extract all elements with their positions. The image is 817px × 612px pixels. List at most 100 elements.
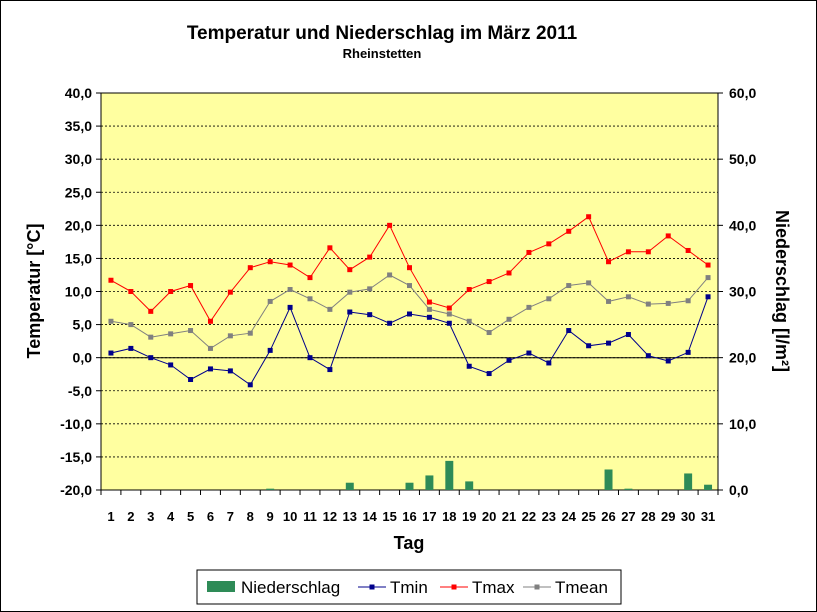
legend-marker-tmean bbox=[534, 584, 540, 590]
x-tick-label: 2 bbox=[127, 509, 134, 524]
legend-marker-tmax bbox=[451, 584, 457, 590]
tmean-point bbox=[446, 311, 452, 317]
y2-tick-label: 0,0 bbox=[729, 482, 749, 498]
tmean-point bbox=[606, 298, 612, 304]
tmax-point bbox=[407, 265, 412, 271]
x-tick-label: 24 bbox=[561, 509, 576, 524]
y-tick-label: 40,0 bbox=[65, 85, 92, 101]
legend: Niederschlag Tmin Tmax Tmean bbox=[207, 578, 608, 597]
tmean-point bbox=[486, 330, 492, 336]
tmax-point bbox=[227, 289, 233, 295]
tmax-point bbox=[446, 305, 452, 311]
tmean-point bbox=[327, 306, 333, 312]
precip-bar bbox=[425, 475, 434, 490]
tmax-point bbox=[486, 279, 492, 285]
tmax-point bbox=[287, 262, 293, 268]
tmax-point bbox=[506, 270, 512, 276]
y-tick-label: 5,0 bbox=[73, 317, 93, 333]
precip-bar bbox=[345, 482, 354, 490]
tmax-point bbox=[606, 259, 612, 265]
x-axis-label: Tag bbox=[394, 533, 425, 553]
tmean-point bbox=[128, 322, 134, 328]
precipitation-bars bbox=[266, 460, 713, 490]
tmax-point bbox=[466, 287, 472, 293]
x-tick-label: 23 bbox=[542, 509, 556, 524]
precip-bar bbox=[684, 473, 693, 490]
tmax-point bbox=[347, 267, 353, 273]
tmean-point bbox=[287, 287, 293, 293]
tmean-point bbox=[586, 280, 592, 286]
legend-label-tmean: Tmean bbox=[555, 578, 608, 597]
tmean-point bbox=[387, 272, 393, 278]
y-tick-label: -5,0 bbox=[68, 383, 92, 399]
x-tick-label: 29 bbox=[661, 509, 675, 524]
tmin-point bbox=[128, 345, 134, 351]
tmax-point bbox=[267, 259, 273, 265]
tmin-point bbox=[466, 363, 472, 369]
x-tick-label: 28 bbox=[641, 509, 655, 524]
tmin-point bbox=[367, 312, 373, 318]
tmin-point bbox=[665, 358, 671, 364]
y2-tick-label: 40,0 bbox=[729, 217, 756, 233]
right-axis-ticks: 0,0 10,0 20,0 30,0 40,0 50,0 60,0 bbox=[718, 85, 756, 498]
tmean-point bbox=[426, 306, 432, 312]
x-tick-label: 3 bbox=[147, 509, 154, 524]
x-tick-label: 13 bbox=[343, 509, 357, 524]
x-tick-label: 16 bbox=[402, 509, 416, 524]
x-tick-label: 9 bbox=[267, 509, 274, 524]
tmax-point bbox=[247, 265, 253, 271]
tmax-point bbox=[566, 228, 572, 234]
tmean-point bbox=[347, 289, 353, 295]
x-tick-label: 15 bbox=[382, 509, 396, 524]
y-tick-label: 0,0 bbox=[73, 350, 93, 366]
tmin-point bbox=[446, 320, 452, 326]
x-tick-label: 18 bbox=[442, 509, 456, 524]
tmean-point bbox=[207, 345, 213, 351]
tmax-point bbox=[108, 277, 114, 283]
precip-bar bbox=[704, 484, 713, 490]
x-tick-label: 31 bbox=[701, 509, 715, 524]
legend-swatch-niederschlag bbox=[207, 581, 235, 592]
y-tick-label: 30,0 bbox=[65, 151, 92, 167]
tmin-point bbox=[287, 304, 293, 310]
x-tick-label: 7 bbox=[227, 509, 234, 524]
legend-marker-tmin bbox=[369, 584, 375, 590]
tmax-point bbox=[685, 247, 691, 253]
tmean-point bbox=[267, 298, 273, 304]
tmean-point bbox=[148, 334, 154, 340]
tmax-point bbox=[665, 233, 671, 239]
x-tick-label: 1 bbox=[107, 509, 114, 524]
tmean-point bbox=[247, 330, 253, 336]
y-tick-label: 15,0 bbox=[65, 250, 92, 266]
chart-subtitle: Rheinstetten bbox=[343, 46, 422, 61]
tmin-point bbox=[407, 311, 412, 317]
tmax-point bbox=[625, 249, 631, 255]
tmin-point bbox=[168, 362, 174, 368]
precip-bar bbox=[465, 481, 474, 490]
tmean-point bbox=[108, 318, 114, 324]
tmax-point bbox=[526, 249, 532, 255]
tmin-point bbox=[426, 314, 432, 320]
y2-tick-label: 20,0 bbox=[729, 350, 756, 366]
y2-tick-label: 60,0 bbox=[729, 85, 756, 101]
x-tick-label: 11 bbox=[303, 509, 317, 524]
tmean-point bbox=[506, 316, 512, 322]
y-tick-label: 25,0 bbox=[65, 184, 92, 200]
precip-bar bbox=[604, 469, 613, 490]
tmean-point bbox=[188, 328, 194, 334]
tmin-point bbox=[705, 294, 711, 300]
x-tick-label: 14 bbox=[362, 509, 377, 524]
tmean-point bbox=[526, 304, 532, 310]
x-tick-label: 17 bbox=[422, 509, 436, 524]
x-tick-label: 21 bbox=[502, 509, 516, 524]
tmin-point bbox=[566, 328, 572, 334]
y-tick-label: 35,0 bbox=[65, 118, 92, 134]
x-tick-label: 22 bbox=[522, 509, 536, 524]
legend-label-tmin: Tmin bbox=[390, 578, 428, 597]
x-tick-label: 26 bbox=[601, 509, 615, 524]
tmin-point bbox=[207, 366, 213, 372]
tmean-point bbox=[307, 296, 313, 302]
tmin-point bbox=[327, 367, 333, 373]
tmax-point bbox=[307, 275, 313, 281]
